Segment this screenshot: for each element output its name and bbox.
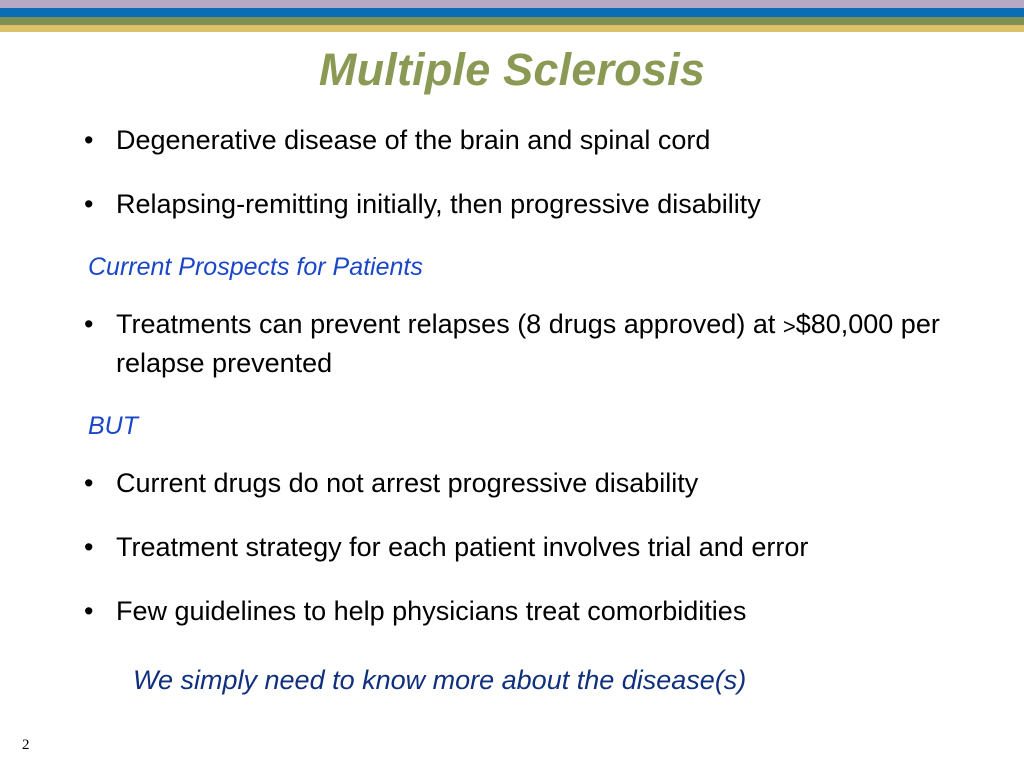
banner-band-olive	[0, 17, 1024, 25]
greater-than-symbol: >	[782, 314, 796, 339]
bullet-text-part-one: Treatments can prevent relapses (8 drugs…	[116, 309, 783, 339]
section-heading-prospects: Current Prospects for Patients	[88, 253, 423, 281]
bullet-text: Degenerative disease of the brain and sp…	[116, 125, 711, 155]
bullet-icon: •	[84, 309, 94, 339]
closing-statement: We simply need to know more about the di…	[133, 665, 747, 695]
bullet-text: Treatment strategy for each patient invo…	[116, 532, 809, 562]
bullet-item: • Relapsing-remitting initially, then pr…	[0, 186, 1024, 223]
top-banner	[0, 0, 1024, 32]
bullet-item: • Treatments can prevent relapses (8 dru…	[0, 306, 1024, 382]
bullet-item: • Few guidelines to help physicians trea…	[0, 593, 1024, 630]
bullet-text: Treatments can prevent relapses (8 drugs…	[116, 306, 1006, 382]
bullet-icon: •	[84, 125, 94, 155]
banner-band-blue	[0, 8, 1024, 17]
bullet-icon: •	[84, 468, 94, 498]
bullet-text: Few guidelines to help physicians treat …	[116, 596, 747, 626]
bullet-item: • Current drugs do not arrest progressiv…	[0, 465, 1024, 502]
banner-band-mauve	[0, 0, 1024, 8]
bullet-text-part-two: $80,000 per relapse prevented	[116, 309, 940, 378]
bullet-item: • Treatment strategy for each patient in…	[0, 529, 1024, 566]
section-heading-but: BUT	[88, 412, 138, 440]
bullet-text: Relapsing-remitting initially, then prog…	[116, 189, 761, 219]
bullet-icon: •	[84, 532, 94, 562]
bullet-icon: •	[84, 596, 94, 626]
page-number: 2	[22, 737, 30, 753]
banner-band-gold	[0, 25, 1024, 32]
slide-body: • Degenerative disease of the brain and …	[0, 122, 1024, 698]
bullet-text: Current drugs do not arrest progressive …	[116, 468, 699, 498]
bullet-item: • Degenerative disease of the brain and …	[0, 122, 1024, 159]
slide-title: Multiple Sclerosis	[318, 44, 706, 95]
bullet-icon: •	[84, 189, 94, 219]
